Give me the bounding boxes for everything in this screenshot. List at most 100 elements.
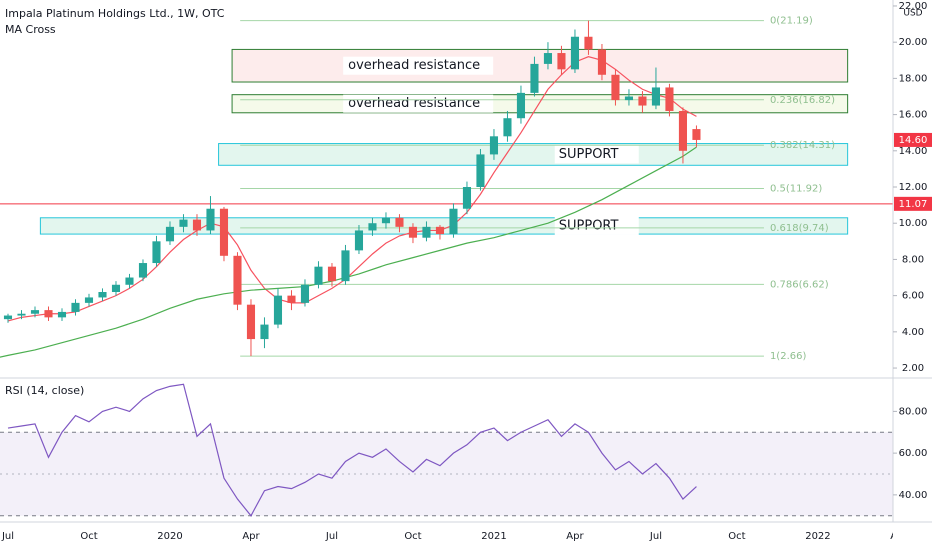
main-pane: Jul Oct 2020 Apr Jul Oct 2021 Apr Jul Oct 2022 Apr o…	[0, 16, 908, 542]
zone	[218, 143, 849, 166]
axes	[0, 0, 932, 523]
candle-body	[192, 219, 202, 231]
candle-body	[611, 74, 620, 101]
fib-label: 0.5(11.92)	[770, 183, 822, 194]
candle-body	[179, 219, 188, 227]
candle-body	[84, 297, 94, 303]
y-tick-label: 40.00	[899, 490, 928, 501]
zone	[231, 94, 849, 114]
candle-body	[341, 250, 350, 282]
rsi-title: RSI (14, close)	[5, 384, 84, 397]
candle-body	[381, 217, 391, 224]
x-tick-label: 2020	[157, 531, 182, 542]
zone-label: overhead resistance	[348, 96, 480, 111]
candle-body	[3, 315, 13, 320]
candle-body	[260, 324, 269, 340]
candle-body	[71, 302, 80, 312]
candle-body	[584, 36, 593, 50]
candle-body	[395, 217, 404, 227]
candle-body	[300, 284, 310, 303]
candle-body	[638, 96, 647, 106]
x-tick-label: Apr	[566, 531, 584, 542]
x-tick-label: Oct	[728, 531, 745, 542]
x-tick-label: Jul	[325, 531, 338, 542]
candle-body	[354, 230, 364, 251]
price-label: 11.07	[899, 199, 928, 210]
y-tick-label: 22.00	[899, 1, 928, 12]
candle-body	[30, 310, 40, 314]
y-tick-label: 60.00	[899, 448, 928, 459]
candle-body	[287, 295, 296, 303]
candle-body	[152, 241, 161, 264]
x-tick-label: Jul	[649, 531, 662, 542]
x-tick-label: 2022	[805, 531, 830, 542]
candle-body	[692, 129, 701, 140]
candle-body	[530, 63, 539, 93]
candle-body	[246, 304, 256, 340]
y-tick-label: 14.00	[899, 146, 928, 157]
last-price-label: 14.60	[899, 135, 928, 146]
chart-title: Impala Platinum Holdings Ltd., 1W, OTC	[5, 7, 225, 20]
candle-body	[111, 284, 121, 293]
zone-label: SUPPORT	[559, 147, 619, 162]
candle-body	[678, 110, 688, 151]
candle-body	[449, 208, 458, 235]
candle-body	[570, 36, 580, 70]
y-tick-label: 6.00	[902, 291, 924, 302]
currency: USD	[903, 9, 922, 19]
zone-label-bg	[343, 56, 494, 75]
zone-label-bg	[554, 145, 639, 164]
candle-body	[435, 226, 445, 235]
x-tick-label: Oct	[404, 531, 421, 542]
candle-body	[219, 208, 229, 256]
candle-body	[368, 223, 377, 231]
candle-body	[516, 92, 526, 119]
fib-label: 0.618(9.74)	[770, 223, 829, 234]
price-label-bg	[894, 196, 932, 211]
candle-body	[476, 154, 485, 188]
y-tick-label: 10.00	[899, 218, 928, 229]
candle-body	[503, 118, 512, 137]
x-tick-label: Apr	[890, 531, 908, 542]
fib-label: 1(2.66)	[770, 351, 807, 362]
x-tick-label: Apr	[242, 531, 260, 542]
x-tick-label: Jul	[1, 531, 14, 542]
candle-body	[327, 266, 337, 282]
candle-body	[624, 96, 634, 101]
candle-body	[543, 53, 553, 64]
zone-label-bg	[343, 94, 494, 113]
y-tick-label: 16.00	[899, 110, 928, 121]
candle-body	[17, 313, 26, 316]
moving-average	[7, 56, 697, 322]
fib-label: 0.382(14.31)	[770, 140, 835, 151]
candle-body	[314, 266, 323, 285]
candle-body	[422, 226, 431, 238]
y-tick-label: 20.00	[899, 37, 928, 48]
y-tick-label: 4.00	[902, 327, 924, 338]
indicator-name: MA Cross	[5, 23, 56, 36]
candle-body	[44, 310, 53, 318]
candle-body	[665, 87, 674, 111]
zone-label-bg	[554, 216, 639, 235]
y-tick-label: 18.00	[899, 73, 928, 84]
zone-label: overhead resistance	[348, 58, 480, 73]
fib-label: 0(21.19)	[770, 16, 813, 27]
zone-label: SUPPORT	[559, 218, 619, 233]
candle-body	[138, 263, 148, 278]
x-tick-label: 2021	[481, 531, 506, 542]
y-tick-label: 2.00	[902, 363, 924, 374]
fib-label: 0.236(16.82)	[770, 95, 835, 106]
candle-body	[57, 311, 67, 318]
candle-body	[408, 226, 418, 238]
candle-body	[206, 208, 215, 231]
zone	[231, 48, 849, 83]
rsi-line	[7, 383, 697, 517]
candle-body	[557, 53, 566, 70]
candle-body	[489, 136, 499, 155]
fib-label: 0.786(6.62)	[770, 279, 829, 290]
last-price-bg	[894, 132, 932, 147]
candle-body	[651, 87, 661, 106]
candle-body	[273, 295, 283, 325]
candle-body	[462, 187, 472, 209]
